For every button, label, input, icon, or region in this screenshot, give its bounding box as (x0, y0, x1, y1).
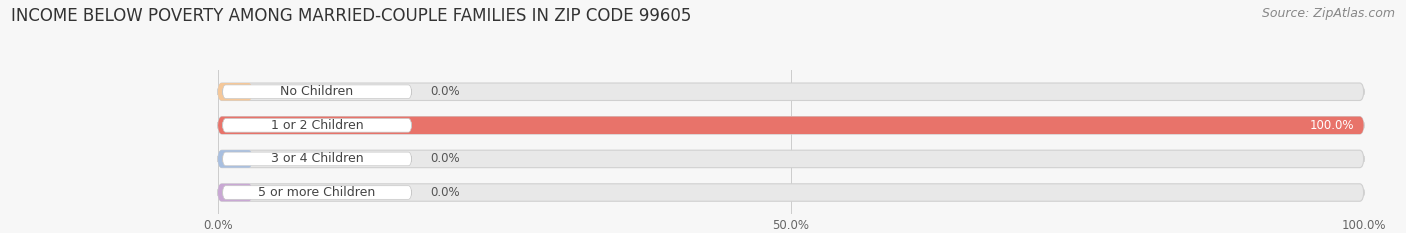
FancyBboxPatch shape (222, 85, 412, 99)
Text: 1 or 2 Children: 1 or 2 Children (271, 119, 363, 132)
Text: INCOME BELOW POVERTY AMONG MARRIED-COUPLE FAMILIES IN ZIP CODE 99605: INCOME BELOW POVERTY AMONG MARRIED-COUPL… (11, 7, 692, 25)
FancyBboxPatch shape (218, 83, 1364, 100)
FancyBboxPatch shape (218, 184, 252, 201)
FancyBboxPatch shape (218, 150, 1364, 168)
FancyBboxPatch shape (222, 152, 412, 166)
Text: 100.0%: 100.0% (1310, 119, 1354, 132)
FancyBboxPatch shape (218, 83, 252, 100)
Text: 0.0%: 0.0% (430, 85, 460, 98)
FancyBboxPatch shape (222, 119, 412, 132)
FancyBboxPatch shape (218, 150, 252, 168)
Text: 3 or 4 Children: 3 or 4 Children (271, 152, 363, 165)
FancyBboxPatch shape (222, 186, 412, 199)
FancyBboxPatch shape (218, 116, 1364, 134)
Text: 0.0%: 0.0% (430, 152, 460, 165)
Text: 5 or more Children: 5 or more Children (259, 186, 375, 199)
Text: 0.0%: 0.0% (430, 186, 460, 199)
FancyBboxPatch shape (218, 184, 1364, 201)
Text: No Children: No Children (280, 85, 354, 98)
FancyBboxPatch shape (218, 116, 1364, 134)
Text: Source: ZipAtlas.com: Source: ZipAtlas.com (1261, 7, 1395, 20)
